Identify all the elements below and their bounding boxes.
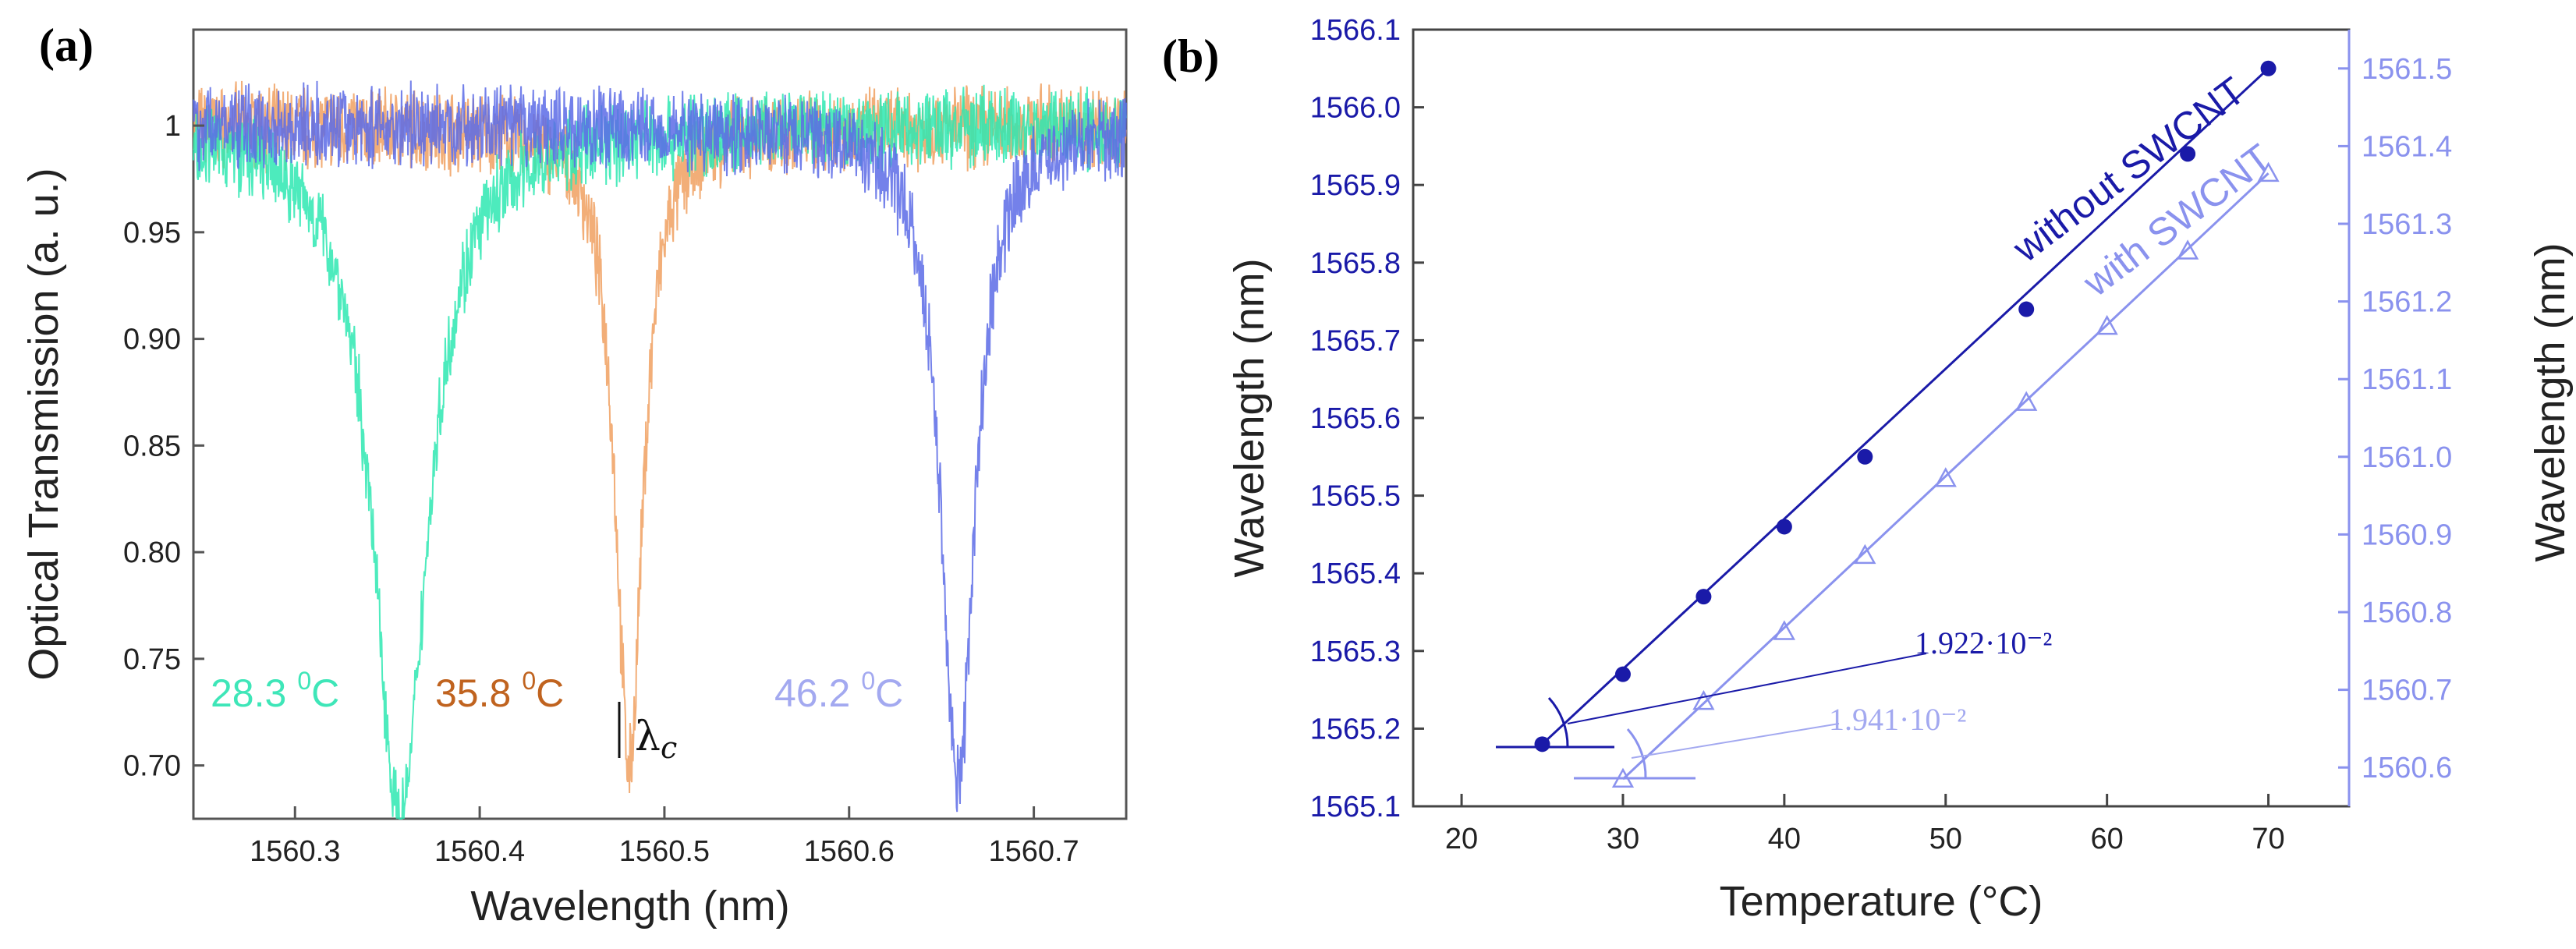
panel-a-x-tick-label: 1560.6	[804, 835, 895, 868]
panel-a-spectra	[193, 80, 1127, 820]
panel-b-x-tick-label: 70	[2252, 823, 2284, 855]
data-point-without-swcnt	[1534, 736, 1550, 752]
right-y-tick-label: 1561.3	[2362, 208, 2452, 241]
panel-a-x-tick-label: 1560.5	[619, 835, 710, 868]
left-y-tick-label: 1565.6	[1310, 402, 1401, 435]
data-point-with-swcnt	[2176, 239, 2199, 260]
panel-a-label: (a)	[39, 19, 94, 71]
right-y-tick-label: 1561.1	[2362, 363, 2452, 396]
left-y-tick-label: 1565.1	[1310, 791, 1401, 823]
left-y-tick-label: 1565.8	[1310, 247, 1401, 280]
panel-b-frame	[1412, 28, 2351, 808]
data-point-with-swcnt	[1692, 689, 1715, 710]
right-y-tick-label: 1561.2	[2362, 286, 2452, 319]
left-y-tick-label: 1566.1	[1310, 14, 1401, 47]
left-y-tick-label: 1566.0	[1310, 92, 1401, 125]
panel-a-y-tick-label: 0.75	[123, 643, 181, 676]
slope-value-with: 1.941·10⁻²	[1829, 702, 1966, 737]
panel-b-x-ticks: 20 30 40 50 60 70	[1445, 794, 2285, 855]
slope-marker-without	[1496, 653, 1927, 749]
panel-b-x-tick-label: 50	[1929, 823, 1962, 855]
legend-label-28-3: 28.3 0C	[211, 667, 339, 715]
left-y-tick-label: 1565.9	[1310, 169, 1401, 202]
data-point-without-swcnt	[1776, 519, 1792, 535]
right-y-tick-label: 1560.9	[2362, 519, 2452, 551]
fit-line	[1621, 172, 2270, 781]
data-point-with-swcnt	[2096, 314, 2118, 335]
panel-a-y-tick-label: 0.85	[123, 430, 181, 462]
right-y-tick-label: 1561.0	[2362, 441, 2452, 474]
panel-b-label: (b)	[1162, 30, 1219, 82]
panel-a-x-ticks: 1560.3 1560.4 1560.5 1560.6 1560.7	[250, 806, 1079, 868]
panel-a-y-tick-label: 0.95	[123, 217, 181, 250]
slope-value-without: 1.922·10⁻²	[1915, 625, 2052, 660]
data-point-with-swcnt	[2015, 391, 2038, 411]
left-y-tick-label: 1565.2	[1310, 713, 1401, 745]
panel-b-x-tick-label: 30	[1607, 823, 1639, 855]
panel-a-frame	[192, 28, 1128, 820]
fit-lines	[1541, 67, 2270, 781]
data-point-with-swcnt	[1854, 544, 1876, 565]
panel-a-y-tick-label: 0.90	[123, 324, 181, 356]
left-y-tick-label: 1565.5	[1310, 480, 1401, 513]
right-y-tick-label: 1560.8	[2362, 597, 2452, 629]
panel-b: (b) 1565.1 1565.2 1565.3 1565.4 1565.5 1565.6…	[1162, 14, 2574, 925]
panel-a-y-ticks: 0.70 0.75 0.80 0.85 0.90 0.95 1	[123, 110, 204, 783]
legend-label-35-8: 35.8 0C	[435, 667, 564, 715]
panel-b-right-y-axis-label: Wavelength (nm)	[2527, 243, 2574, 561]
left-y-tick-label: 1565.3	[1310, 636, 1401, 668]
left-y-ticks: 1565.1 1565.2 1565.3 1565.4 1565.5 1565.6 1565…	[1310, 14, 1424, 823]
data-point-with-swcnt	[2257, 161, 2280, 182]
left-y-tick-label: 1565.4	[1310, 558, 1401, 590]
slope-marker-with	[1574, 723, 1840, 780]
panel-a-x-tick-label: 1560.3	[250, 835, 340, 868]
right-y-ticks: 1560.6 1560.7 1560.8 1560.9 1561.0 1561.1 1561…	[2338, 53, 2452, 784]
data-point-with-swcnt	[1773, 620, 1795, 640]
panel-a: (a) 0.700.750.800.850.900.951 1560.3 1560…	[20, 19, 1128, 930]
right-y-tick-label: 1560.6	[2362, 752, 2452, 784]
fit-line	[1541, 67, 2270, 745]
panel-b-x-axis-label: Temperature (°C)	[1720, 878, 2043, 925]
panel-a-x-axis-label: Wavelength (nm)	[470, 883, 789, 930]
panel-a-y-tick-label: 1	[165, 110, 181, 143]
panel-b-x-tick-label: 60	[2091, 823, 2124, 855]
right-y-tick-label: 1561.4	[2362, 130, 2452, 163]
panel-b-x-tick-label: 20	[1445, 823, 1478, 855]
panel-a-y-tick-label: 0.70	[123, 750, 181, 783]
data-point-without-swcnt	[2180, 146, 2196, 162]
panel-a-y-axis-label: Optical Transmission (a. u.)	[20, 168, 67, 680]
data-point-without-swcnt	[2260, 60, 2277, 76]
data-points	[1534, 60, 2280, 788]
panel-a-y-tick-label: 0.80	[123, 536, 181, 569]
data-point-without-swcnt	[1695, 589, 1712, 605]
lambda-c-label: λc	[635, 714, 677, 765]
panel-a-x-tick-label: 1560.4	[434, 835, 525, 868]
panel-b-x-tick-label: 40	[1768, 823, 1801, 855]
data-point-with-swcnt	[1934, 467, 1957, 487]
data-point-without-swcnt	[1614, 666, 1631, 682]
left-y-tick-label: 1565.7	[1310, 324, 1401, 357]
right-y-tick-label: 1560.7	[2362, 675, 2452, 707]
right-y-tick-label: 1561.5	[2362, 53, 2452, 86]
data-point-without-swcnt	[2018, 301, 2035, 317]
panel-a-x-tick-label: 1560.7	[988, 835, 1079, 868]
panel-b-left-y-axis-label: Wavelength (nm)	[1226, 258, 1273, 577]
spectrum-series-line	[193, 80, 1127, 813]
legend-label-46-2: 46.2 0C	[774, 667, 903, 715]
data-point-without-swcnt	[1857, 448, 1873, 465]
